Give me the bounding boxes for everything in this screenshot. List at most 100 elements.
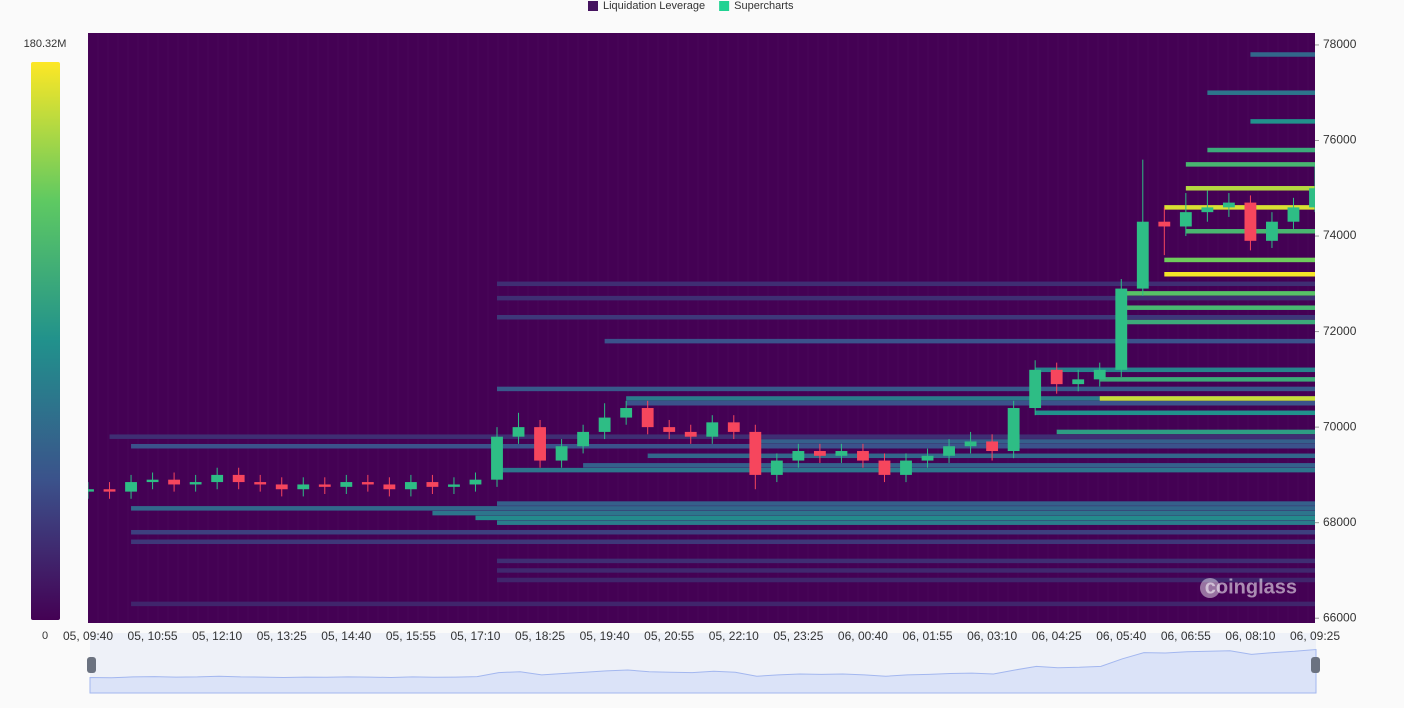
y-tick-label: 68000 bbox=[1323, 515, 1357, 529]
candle-body bbox=[555, 446, 568, 461]
heat-band bbox=[497, 295, 1315, 301]
heat-band bbox=[755, 439, 1315, 444]
heat-band bbox=[497, 520, 1315, 525]
candle-body bbox=[1029, 369, 1042, 409]
candle-body bbox=[1309, 188, 1315, 208]
heat-band bbox=[497, 281, 1315, 287]
heat-band bbox=[131, 443, 1315, 449]
candle-body bbox=[577, 431, 590, 447]
heat-band bbox=[1121, 305, 1315, 310]
candle-body bbox=[361, 482, 374, 485]
heat-band bbox=[131, 601, 1315, 607]
x-tick-label: 06, 09:25 bbox=[1290, 629, 1340, 643]
nav-handle[interactable] bbox=[1311, 657, 1320, 673]
x-tick-label: 05, 13:25 bbox=[257, 629, 307, 643]
y-tick-label: 72000 bbox=[1323, 324, 1357, 338]
candle-body bbox=[684, 431, 697, 437]
heat-band bbox=[432, 510, 1315, 516]
candle-body bbox=[598, 417, 611, 432]
candle-body bbox=[491, 436, 503, 480]
x-tick-label: 05, 19:40 bbox=[580, 629, 630, 643]
x-tick-label: 05, 23:25 bbox=[773, 629, 823, 643]
heat-band bbox=[1035, 367, 1315, 373]
candle-body bbox=[448, 484, 460, 487]
x-tick-label: 06, 04:25 bbox=[1032, 629, 1082, 643]
candle-body bbox=[534, 427, 546, 461]
candle-body bbox=[340, 482, 353, 487]
candle-body bbox=[211, 474, 224, 483]
candle-body bbox=[189, 482, 202, 485]
y-tick-label: 66000 bbox=[1323, 610, 1357, 624]
watermark-icon bbox=[1200, 578, 1220, 598]
x-tick-label: 05, 14:40 bbox=[321, 629, 371, 643]
y-tick-label: 78000 bbox=[1323, 37, 1357, 51]
navigator bbox=[89, 633, 1317, 694]
candle-body bbox=[469, 479, 482, 485]
heat-band bbox=[131, 529, 1315, 535]
heat-band bbox=[583, 463, 1315, 468]
heat-band bbox=[475, 515, 1315, 521]
y-tick-label: 70000 bbox=[1323, 419, 1357, 433]
legend-label: Supercharts bbox=[734, 0, 794, 12]
candle-body bbox=[641, 408, 654, 428]
candle-body bbox=[964, 441, 977, 447]
candle-body bbox=[318, 484, 331, 487]
candle-body bbox=[792, 451, 805, 461]
heat-band bbox=[497, 386, 1315, 392]
nav-handle[interactable] bbox=[87, 657, 96, 673]
colorbar-label: 0 bbox=[42, 630, 48, 642]
candle-body bbox=[1158, 221, 1171, 227]
candle-body bbox=[620, 408, 633, 418]
candle-body bbox=[835, 451, 848, 456]
heat-band bbox=[497, 558, 1315, 564]
candle-body bbox=[297, 484, 310, 490]
heat-band bbox=[131, 506, 1315, 511]
candle-body bbox=[663, 427, 676, 432]
heatmap-bg bbox=[88, 33, 1315, 623]
candle-body bbox=[146, 479, 159, 483]
candle-body bbox=[1222, 202, 1235, 208]
x-tick-label: 05, 09:40 bbox=[63, 629, 113, 643]
candle-body bbox=[749, 431, 762, 475]
candle-body bbox=[125, 482, 137, 492]
navigator-area bbox=[89, 648, 1317, 694]
heat-band bbox=[1185, 186, 1315, 191]
x-tick-label: 05, 12:10 bbox=[192, 629, 242, 643]
heat-band bbox=[647, 453, 1315, 459]
candle-body bbox=[1179, 212, 1192, 227]
heat-band bbox=[497, 315, 1315, 320]
heat-band bbox=[1185, 162, 1315, 167]
heat-band bbox=[626, 400, 1315, 406]
colorbar-label: 180.32M bbox=[24, 38, 67, 50]
heat-band bbox=[1164, 257, 1315, 263]
y-tick-label: 76000 bbox=[1323, 133, 1357, 147]
candle-body bbox=[1136, 221, 1149, 289]
candle-body bbox=[1201, 207, 1214, 213]
candle-body bbox=[900, 460, 912, 475]
heat-band bbox=[1035, 410, 1315, 416]
heat-band bbox=[1207, 90, 1315, 95]
candle-body bbox=[404, 482, 417, 490]
legend-label: Liquidation Leverage bbox=[603, 0, 705, 12]
candle-body bbox=[383, 484, 396, 490]
x-tick-label: 06, 08:10 bbox=[1225, 629, 1275, 643]
heat-band bbox=[131, 539, 1315, 545]
colorbar bbox=[31, 62, 60, 620]
candle-body bbox=[512, 427, 525, 437]
candle-body bbox=[1266, 221, 1278, 241]
candle-body bbox=[103, 489, 116, 492]
heat-band bbox=[1099, 377, 1315, 382]
candle-body bbox=[878, 460, 891, 475]
candle-body bbox=[770, 460, 783, 475]
x-tick-label: 05, 18:25 bbox=[515, 629, 565, 643]
candle-body bbox=[275, 484, 288, 490]
candle-body bbox=[857, 451, 869, 461]
candle-body bbox=[1072, 379, 1085, 385]
heat-band bbox=[1207, 147, 1315, 153]
candle-body bbox=[1287, 207, 1300, 222]
heat-band bbox=[1121, 319, 1315, 325]
candle-body bbox=[426, 482, 439, 487]
legend-swatch bbox=[588, 1, 598, 11]
x-tick-label: 06, 03:10 bbox=[967, 629, 1017, 643]
x-tick-label: 06, 01:55 bbox=[903, 629, 953, 643]
